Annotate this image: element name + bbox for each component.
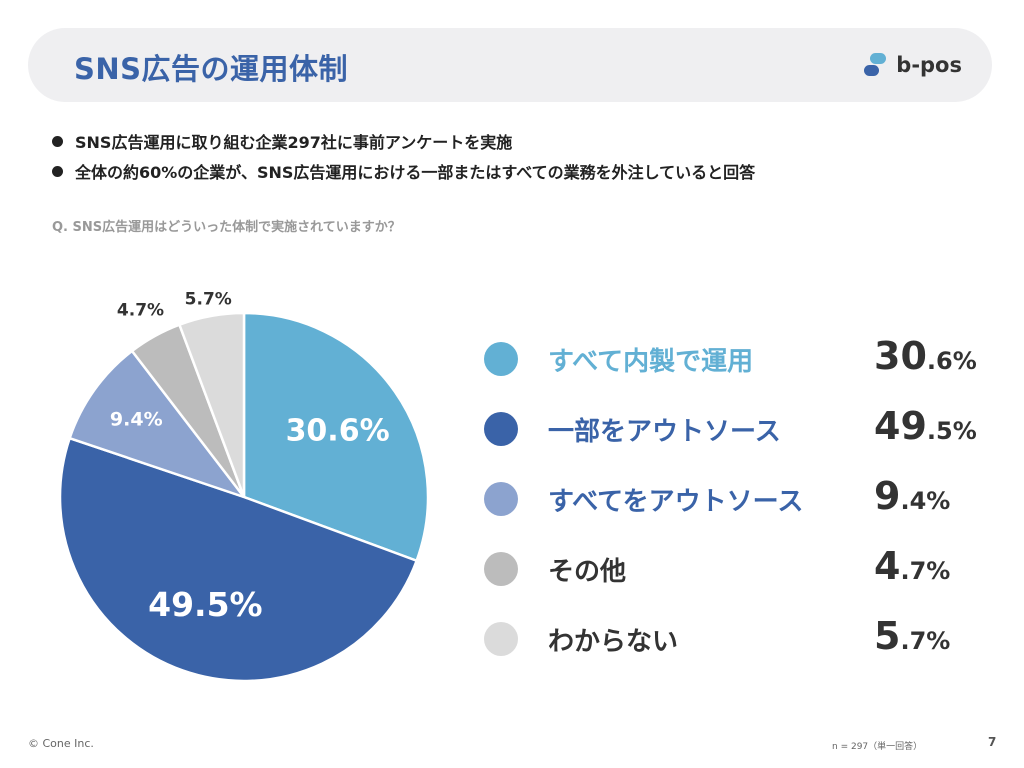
- legend-value-integer: 30: [874, 334, 927, 378]
- legend-item: その他 4.7%: [484, 534, 994, 604]
- legend-label: すべてをアウトソース: [548, 487, 804, 517]
- legend-item: すべてをアウトソース 9.4%: [484, 464, 994, 534]
- pie-data-label: 4.7%: [117, 300, 164, 320]
- legend-value: 4.7%: [874, 544, 950, 588]
- logo-text: b-pos: [896, 53, 962, 77]
- bullet-dot-icon: [52, 136, 63, 147]
- bullet-text: SNS広告運用に取り組む企業297社に事前アンケートを実施: [75, 133, 513, 152]
- pie-slice: [177, 311, 246, 498]
- legend-value-decimal: .6%: [926, 347, 977, 375]
- bullet-item: SNS広告運用に取り組む企業297社に事前アンケートを実施: [52, 128, 755, 158]
- legend-value-decimal: .7%: [900, 557, 951, 585]
- b-pos-logo-icon: [864, 53, 887, 76]
- legend-item: 一部をアウトソース 49.5%: [484, 394, 994, 464]
- bullet-item: 全体の約60%の企業が、SNS広告運用における一部またはすべての業務を外注してい…: [52, 158, 755, 188]
- legend-swatch-icon: [484, 552, 518, 586]
- legend-item: すべて内製で運用 30.6%: [484, 324, 994, 394]
- pie-slice: [68, 349, 248, 500]
- legend-swatch-icon: [484, 482, 518, 516]
- legend-value: 30.6%: [874, 334, 977, 378]
- legend-value-integer: 9: [874, 474, 901, 518]
- legend-swatch-icon: [484, 622, 518, 656]
- legend-value: 5.7%: [874, 614, 950, 658]
- pie-slice: [242, 311, 430, 563]
- legend-value-decimal: .5%: [926, 417, 977, 445]
- logo: b-pos: [864, 51, 962, 79]
- copyright: © Cone Inc.: [28, 737, 94, 750]
- pie-chart-svg: 30.6% 49.5% 9.4% 4.7% 5.7%: [58, 290, 430, 683]
- legend-label: わからない: [548, 627, 679, 657]
- sample-size-note: n = 297（単一回答）: [832, 742, 923, 752]
- pie-slice: [58, 436, 419, 683]
- chart-legend: すべて内製で運用 30.6% 一部をアウトソース 49.5% すべてをアウトソース 9.4…: [484, 324, 994, 674]
- legend-label: 一部をアウトソース: [548, 417, 781, 447]
- legend-value: 49.5%: [874, 404, 977, 448]
- legend-value-integer: 4: [874, 544, 901, 588]
- bullet-dot-icon: [52, 166, 63, 177]
- legend-label: その他: [548, 557, 627, 587]
- summary-bullets: SNS広告運用に取り組む企業297社に事前アンケートを実施 全体の約60%の企業…: [52, 128, 755, 188]
- bullet-text: 全体の約60%の企業が、SNS広告運用における一部またはすべての業務を外注してい…: [75, 163, 756, 182]
- pie-chart: 30.6% 49.5% 9.4% 4.7% 5.7%: [40, 280, 460, 700]
- pie-data-label: 5.7%: [185, 290, 232, 310]
- page-title: SNS広告の運用体制: [74, 52, 349, 86]
- legend-item: わからない 5.7%: [484, 604, 994, 674]
- header-bar: SNS広告の運用体制 b-pos: [28, 28, 992, 102]
- survey-question: Q. SNS広告運用はどういった体制で実施されていますか？: [52, 220, 401, 235]
- legend-value: 9.4%: [874, 474, 950, 518]
- pie-data-label: 30.6%: [286, 413, 390, 448]
- legend-value-decimal: .4%: [900, 487, 951, 515]
- pie-data-label: 49.5%: [148, 585, 263, 624]
- legend-swatch-icon: [484, 412, 518, 446]
- legend-value-integer: 49: [874, 404, 927, 448]
- pie-data-label: 9.4%: [110, 408, 163, 430]
- legend-swatch-icon: [484, 342, 518, 376]
- legend-value-decimal: .7%: [900, 627, 951, 655]
- legend-value-integer: 5: [874, 614, 901, 658]
- legend-label: すべて内製で運用: [548, 347, 754, 377]
- page-number: 7: [988, 735, 997, 749]
